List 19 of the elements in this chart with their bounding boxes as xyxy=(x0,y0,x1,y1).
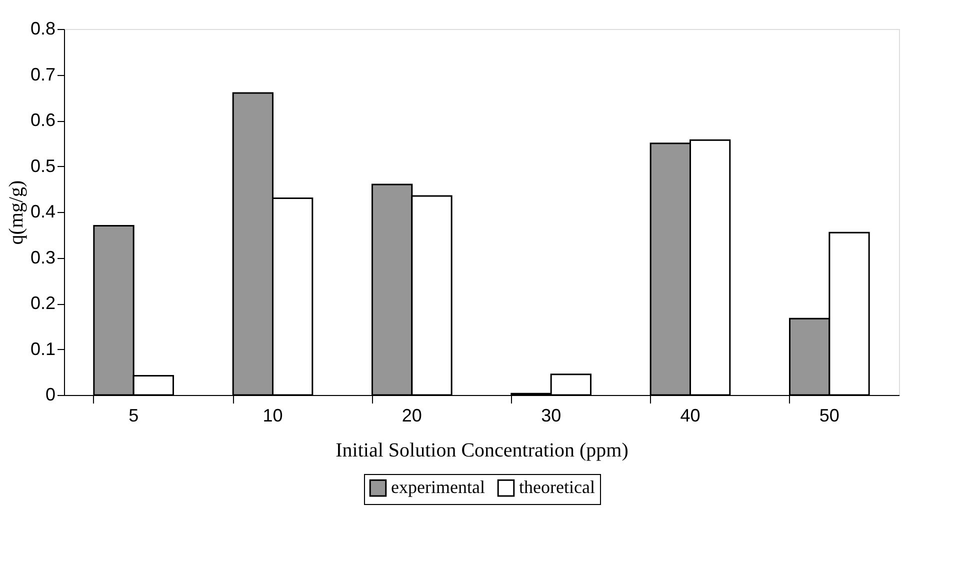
x-axis-title: Initial Solution Concentration (ppm) xyxy=(336,440,628,462)
x-tick-label: 40 xyxy=(680,406,700,426)
x-tick-label: 20 xyxy=(402,406,422,426)
y-tick-label: 0.6 xyxy=(30,110,56,130)
y-tick-label: 0.3 xyxy=(30,247,56,268)
x-tick-label: 5 xyxy=(128,406,139,426)
x-tick-label: 30 xyxy=(541,406,562,426)
x-tick-label: 50 xyxy=(819,406,840,426)
legend-label: theoretical xyxy=(519,477,595,498)
y-tick-label: 0.7 xyxy=(30,64,56,84)
x-tick-label: 10 xyxy=(262,406,283,426)
legend-label: experimental xyxy=(391,477,485,498)
y-tick-label: 0.5 xyxy=(30,156,56,176)
y-tick-label: 0.2 xyxy=(30,293,56,313)
y-tick-label: 0.8 xyxy=(30,18,56,38)
y-tick-label: 0 xyxy=(45,384,56,404)
y-axis-title: q(mg/g) xyxy=(5,180,28,245)
y-tick-label: 0.4 xyxy=(30,202,56,222)
y-tick-label: 0.1 xyxy=(30,338,56,359)
